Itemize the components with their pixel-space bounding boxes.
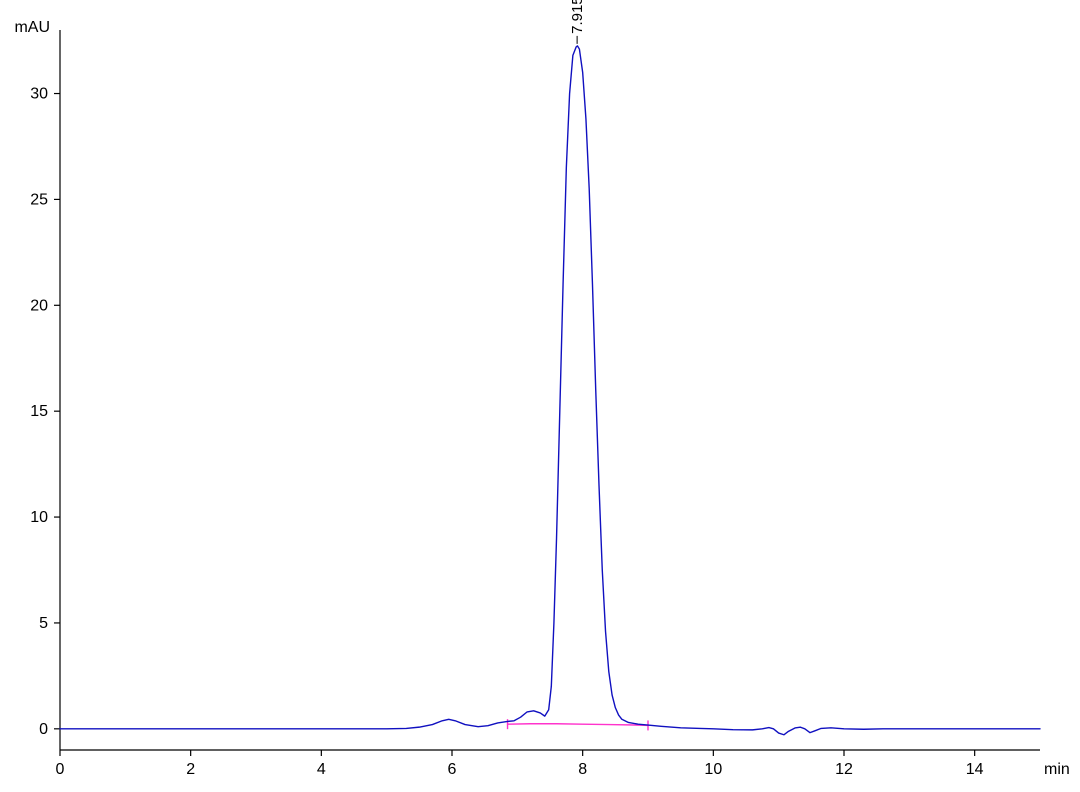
chart-svg: 0 2 4 6 8 10 12 14 0 5 10 15 20 25 30 mAU min 7.915 — [0, 0, 1080, 792]
y-tick-label: 10 — [30, 509, 48, 526]
peak-label: 7.915 — [569, 0, 586, 34]
x-tick-label: 10 — [704, 761, 722, 778]
x-tick-label: 14 — [966, 761, 984, 778]
y-tick-label: 20 — [30, 297, 48, 314]
x-tick-label: 4 — [317, 761, 326, 778]
y-tick-label: 0 — [39, 721, 48, 738]
x-tick-label: 12 — [835, 761, 853, 778]
x-tick-label: 8 — [578, 761, 587, 778]
y-tick-label: 25 — [30, 191, 48, 208]
chart-background — [0, 0, 1080, 792]
y-tick-label: 15 — [30, 403, 48, 420]
chromatogram-chart: 0 2 4 6 8 10 12 14 0 5 10 15 20 25 30 mAU min 7.915 — [0, 0, 1080, 792]
x-tick-label: 6 — [448, 761, 457, 778]
x-tick-label: 2 — [186, 761, 195, 778]
y-tick-label: 5 — [39, 615, 48, 632]
y-tick-label: 30 — [30, 86, 48, 103]
y-unit-label: mAU — [14, 19, 50, 36]
x-unit-label: min — [1044, 761, 1070, 778]
x-tick-label: 0 — [56, 761, 65, 778]
